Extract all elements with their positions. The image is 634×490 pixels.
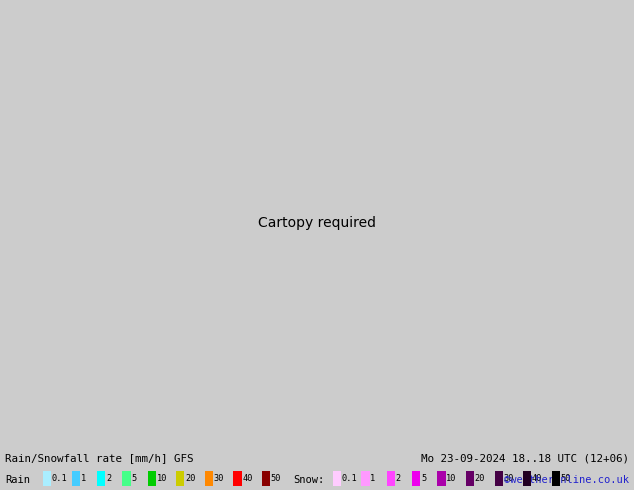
Text: 2: 2 <box>106 474 111 484</box>
FancyBboxPatch shape <box>361 471 370 487</box>
FancyBboxPatch shape <box>552 471 560 487</box>
Text: Mo 23-09-2024 18..18 UTC (12+06): Mo 23-09-2024 18..18 UTC (12+06) <box>421 453 629 463</box>
FancyBboxPatch shape <box>72 471 80 487</box>
FancyBboxPatch shape <box>262 471 270 487</box>
Text: 30: 30 <box>503 474 514 484</box>
FancyBboxPatch shape <box>495 471 503 487</box>
Text: 0.1: 0.1 <box>52 474 68 484</box>
FancyBboxPatch shape <box>176 471 184 487</box>
Text: 1: 1 <box>81 474 86 484</box>
Text: ©weatheronline.co.uk: ©weatheronline.co.uk <box>504 475 629 485</box>
Text: 20: 20 <box>185 474 196 484</box>
Text: 20: 20 <box>475 474 486 484</box>
Text: 1: 1 <box>370 474 375 484</box>
FancyBboxPatch shape <box>466 471 474 487</box>
FancyBboxPatch shape <box>333 471 341 487</box>
FancyBboxPatch shape <box>412 471 420 487</box>
Text: 50: 50 <box>560 474 571 484</box>
FancyBboxPatch shape <box>148 471 156 487</box>
FancyBboxPatch shape <box>43 471 51 487</box>
FancyBboxPatch shape <box>437 471 446 487</box>
FancyBboxPatch shape <box>233 471 242 487</box>
FancyBboxPatch shape <box>97 471 105 487</box>
Text: 40: 40 <box>532 474 543 484</box>
FancyBboxPatch shape <box>205 471 213 487</box>
Text: Snow:: Snow: <box>294 475 325 485</box>
Text: 50: 50 <box>271 474 281 484</box>
FancyBboxPatch shape <box>387 471 395 487</box>
Text: 0.1: 0.1 <box>342 474 358 484</box>
Text: Rain/Snowfall rate [mm/h] GFS: Rain/Snowfall rate [mm/h] GFS <box>5 453 193 463</box>
Text: Cartopy required: Cartopy required <box>258 216 376 230</box>
FancyBboxPatch shape <box>122 471 131 487</box>
Text: 30: 30 <box>214 474 224 484</box>
Text: 2: 2 <box>396 474 401 484</box>
Text: 10: 10 <box>446 474 457 484</box>
Text: 5: 5 <box>421 474 426 484</box>
Text: Rain: Rain <box>5 475 30 485</box>
Text: 5: 5 <box>131 474 136 484</box>
FancyBboxPatch shape <box>523 471 531 487</box>
Text: 40: 40 <box>242 474 253 484</box>
Text: 10: 10 <box>157 474 167 484</box>
